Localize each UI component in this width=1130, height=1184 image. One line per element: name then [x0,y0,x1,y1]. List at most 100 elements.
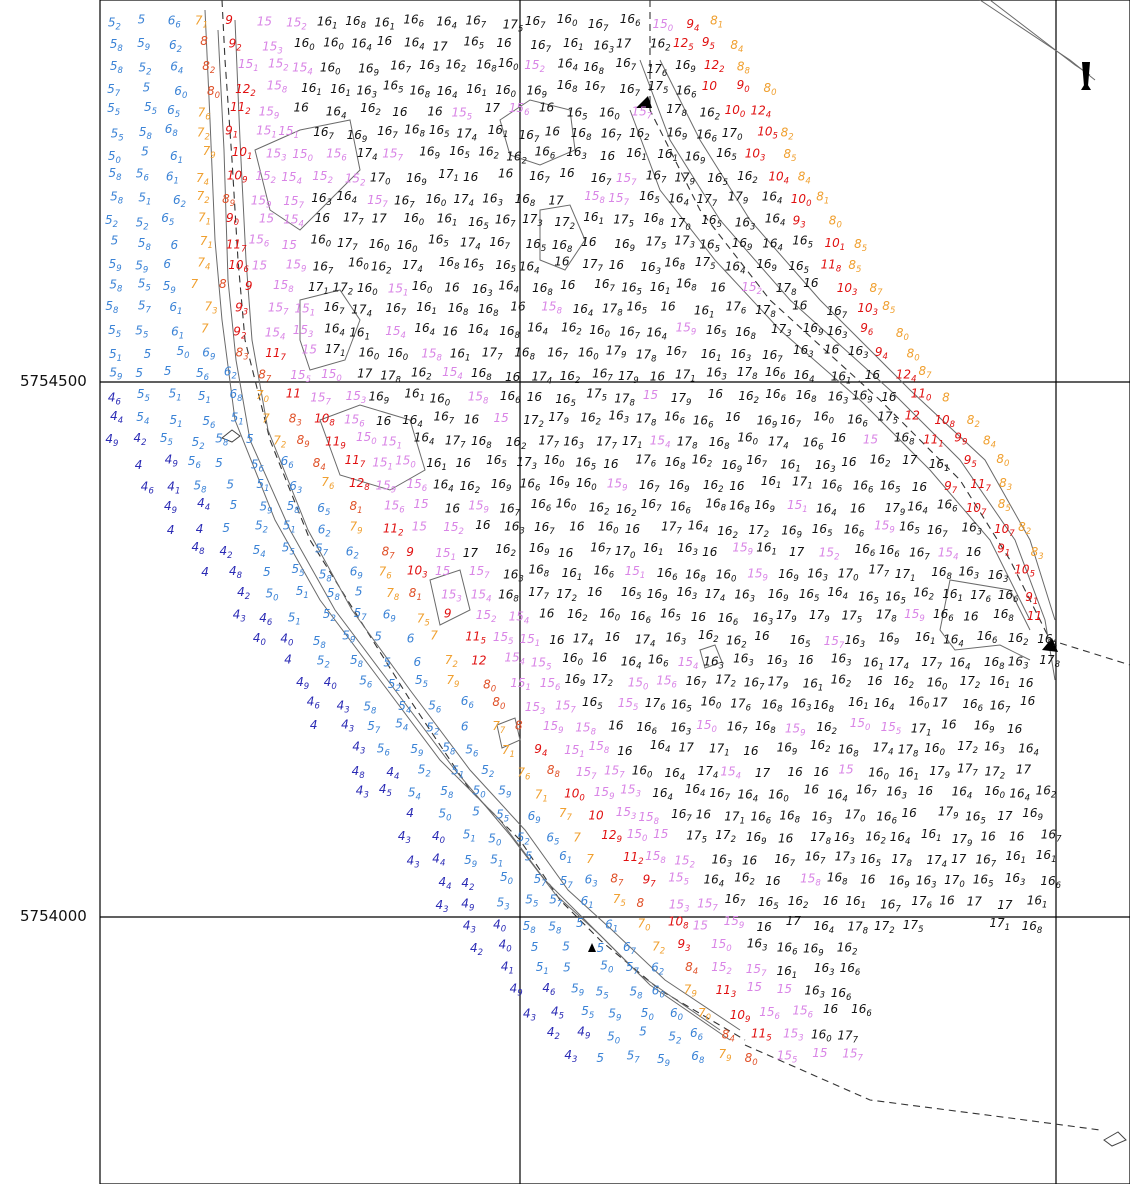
sounding: 60 [174,84,187,101]
sounding: 161 [650,280,671,297]
sounding: 160 [927,675,948,692]
sounding: 164 [437,84,458,101]
sounding: 151 [435,546,456,563]
contour-east-3 [629,109,1031,621]
sounding: 166 [933,607,954,624]
sounding: 179 [671,391,692,408]
sounding: 70 [638,916,651,933]
sounding: 17 [967,895,983,909]
sounding: 71 [200,234,213,251]
sounding: 48 [229,564,243,581]
sounding: 61 [166,170,179,187]
sounding: 15 [302,343,317,357]
sounding: 161 [990,674,1011,691]
sounding: 162 [870,453,891,470]
sounding: 57 [534,872,548,889]
sounding: 63 [289,479,302,496]
sounding: 163 [848,344,869,361]
sounding: 172 [715,828,736,845]
sounding: 58 [630,984,644,1001]
sounding: 165 [707,171,728,188]
sounding: 8 [200,34,208,48]
sounding: 159 [904,607,925,624]
sounding: 16 [581,235,597,249]
sounding: 72 [197,126,210,143]
sounding: 163 [814,961,835,978]
sounding: 159 [785,722,806,739]
sounding: 58 [194,479,208,496]
sounding: 165 [788,259,809,276]
sounding: 59 [109,366,122,383]
sounding: 162 [650,37,671,54]
sounding: 159 [747,567,768,584]
sounding: 174 [573,632,594,649]
sounding: 164 [704,873,725,890]
sounding: 154 [720,765,741,782]
sounding: 168 [583,60,604,77]
sounding: 157 [310,391,331,408]
sounding: 168 [709,435,730,452]
sounding: 15 [282,238,297,252]
sounding: 16 [569,520,585,534]
sounding: 87 [919,364,933,381]
sounding: 163 [503,568,524,585]
sounding: 159 [259,104,280,121]
sounding: 169 [879,631,900,648]
sounding: 84 [313,456,326,473]
sounding: 179 [618,369,639,386]
sounding: 160 [544,453,565,470]
sounding: 177 [869,562,890,579]
sounding: 169 [757,413,778,430]
sounding: 163 [677,541,698,558]
sounding: 10 [588,809,604,823]
sounding: 153 [616,805,637,822]
sounding: 152 [711,960,732,977]
sounding: 165 [621,585,642,602]
sounding: 73 [205,299,218,316]
sounding: 58 [109,278,123,295]
sounding: 82 [967,413,980,430]
sounding: 89 [297,433,310,450]
sounding: 167 [805,849,826,866]
sounding: 43 [356,784,369,801]
sounding: 171 [438,167,459,184]
sounding: 157 [382,147,403,164]
sounding: 50 [600,959,613,976]
sounding: 167 [434,410,455,427]
sounding: 164 [907,500,928,517]
sounding: 15 [412,520,427,534]
sounding: 165 [464,35,485,52]
sounding: 163 [472,282,493,299]
sounding: 59 [608,1007,621,1024]
sounding: 157 [824,634,845,651]
sounding: 117 [226,238,247,255]
contour-pocket-1 [254,119,361,231]
sounding: 153 [293,323,314,340]
sounding: 154 [471,587,492,604]
sounding: 164 [324,321,345,338]
sounding: 163 [419,58,440,75]
sounding: 153 [266,147,287,164]
sounding: 160 [716,567,737,584]
sounding: 165 [627,300,648,317]
sounding: 163 [666,630,687,647]
sounding: 17 [1016,763,1032,777]
sounding: 160 [359,346,380,363]
sounding: 59 [657,1052,670,1069]
sounding: 51 [283,519,296,536]
sounding: 11 [286,386,301,400]
sounding: 61 [559,849,572,866]
sounding: 154 [442,365,463,382]
sounding: 175 [842,609,863,626]
sounding: 178 [602,301,623,318]
sounding: 160 [348,256,369,273]
sounding: 16 [609,258,625,272]
sounding: 167 [619,82,640,99]
sounding: 6 [407,631,415,645]
sounding: 5 [563,960,571,974]
sounding: 40 [280,631,293,648]
sounding: 163 [1008,654,1029,671]
sounding: 92 [229,36,242,53]
sounding: 176 [645,696,666,713]
sounding: 58 [523,919,537,936]
